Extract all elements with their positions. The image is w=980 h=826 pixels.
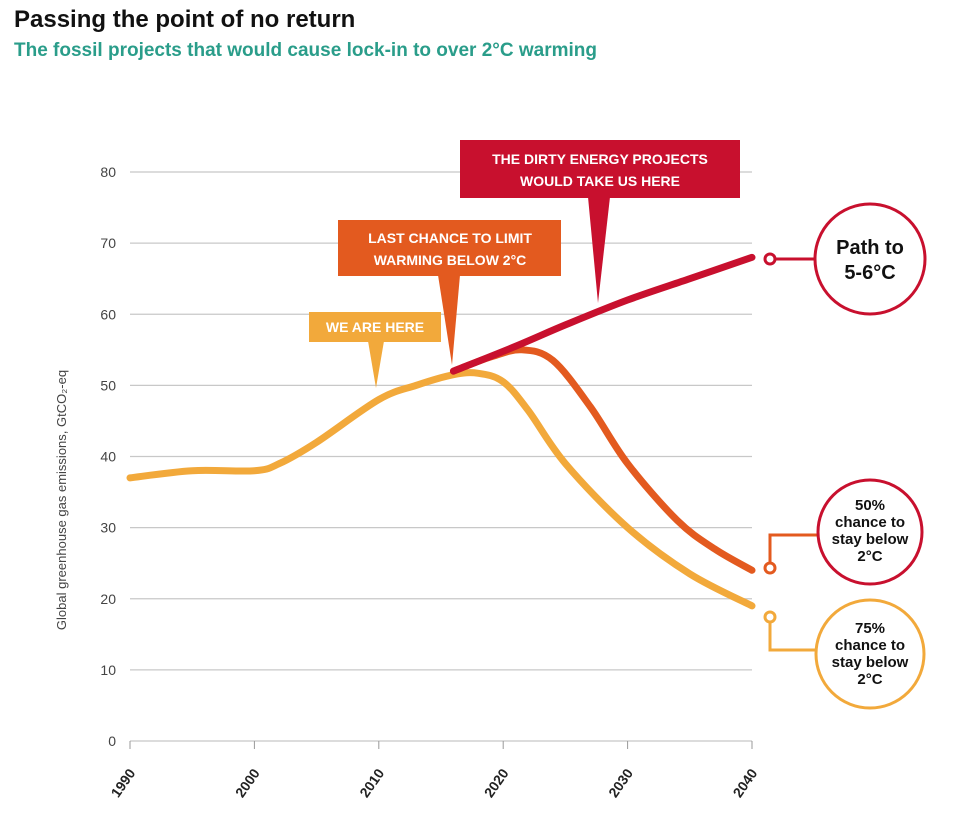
x-tick-label: 2020 [481,765,512,800]
series-line-2 [126,369,756,610]
we-are-here-callout: WE ARE HERE [309,312,441,388]
fifty-percent-callout: 50% chance to stay below 2°C [763,478,924,586]
fifty-percent-marker [763,561,777,575]
y-tick-labels: 0 10 20 30 40 50 60 70 80 [100,164,116,749]
path-5-6-marker [763,252,777,266]
seventyfive-percent-label-1: 75% [855,620,885,637]
seventyfive-percent-label-3: stay below [832,654,909,671]
seventyfive-percent-callout: 75% chance to stay below 2°C [763,598,926,710]
dirty-energy-box [460,140,740,198]
x-tick-label: 1990 [107,765,138,800]
dirty-energy-pointer [588,197,610,303]
dirty-energy-callout: THE DIRTY ENERGY PROJECTS WOULD TAKE US … [460,140,740,303]
seventyfive-percent-connector [768,617,816,652]
seventyfive-percent-circle [814,598,926,710]
x-tick-labels: 1990 2000 2010 2020 2030 2040 [107,741,761,800]
dirty-energy-label-1: THE DIRTY ENERGY PROJECTS [492,151,708,167]
chart-title: Passing the point of no return [14,6,356,33]
path-5-6-callout: Path to 5-6°C [763,202,927,316]
last-chance-box [338,220,561,276]
last-chance-label-2: WARMING BELOW 2°C [374,252,527,268]
series-line-1 [449,346,756,574]
path-5-6-label-1: Path to [836,237,904,259]
we-are-here-pointer [368,341,384,388]
last-chance-pointer [438,275,460,365]
x-tick-label: 2040 [729,765,760,800]
y-tick-label: 40 [100,449,116,465]
fifty-percent-label-4: 2°C [857,548,882,565]
seventyfive-percent-label-2: chance to [835,637,905,654]
fifty-percent-label-3: stay below [832,531,909,548]
series-line-0 [449,253,756,375]
dirty-energy-label-2: WOULD TAKE US HERE [520,173,680,189]
last-chance-callout: LAST CHANCE TO LIMIT WARMING BELOW 2°C [338,220,561,365]
y-tick-label: 60 [100,306,116,322]
seventyfive-percent-marker [763,610,777,624]
x-tick-label: 2000 [232,765,263,800]
fifty-percent-label-2: chance to [835,514,905,531]
y-tick-label: 0 [108,733,116,749]
we-are-here-label: WE ARE HERE [326,319,424,335]
seventyfive-percent-label-4: 2°C [857,671,882,688]
path-5-6-circle [813,202,927,316]
y-tick-label: 30 [100,520,116,536]
y-axis-label: Global greenhouse gas emissions, GtCO₂-e… [54,370,69,630]
we-are-here-box [309,312,441,342]
series-lines [126,253,756,610]
chart-subtitle: The fossil projects that would cause loc… [14,40,597,61]
x-tick-label: 2030 [605,765,636,800]
last-chance-label-1: LAST CHANCE TO LIMIT [368,230,532,246]
y-tick-label: 50 [100,377,116,393]
fifty-percent-circle [816,478,924,586]
fifty-percent-label-1: 50% [855,497,885,514]
path-5-6-label-2: 5-6°C [844,262,895,284]
y-tick-label: 10 [100,662,116,678]
y-tick-label: 80 [100,164,116,180]
x-tick-label: 2010 [356,765,387,800]
y-tick-label: 70 [100,235,116,251]
y-tick-label: 20 [100,591,116,607]
fifty-percent-connector [768,533,818,568]
